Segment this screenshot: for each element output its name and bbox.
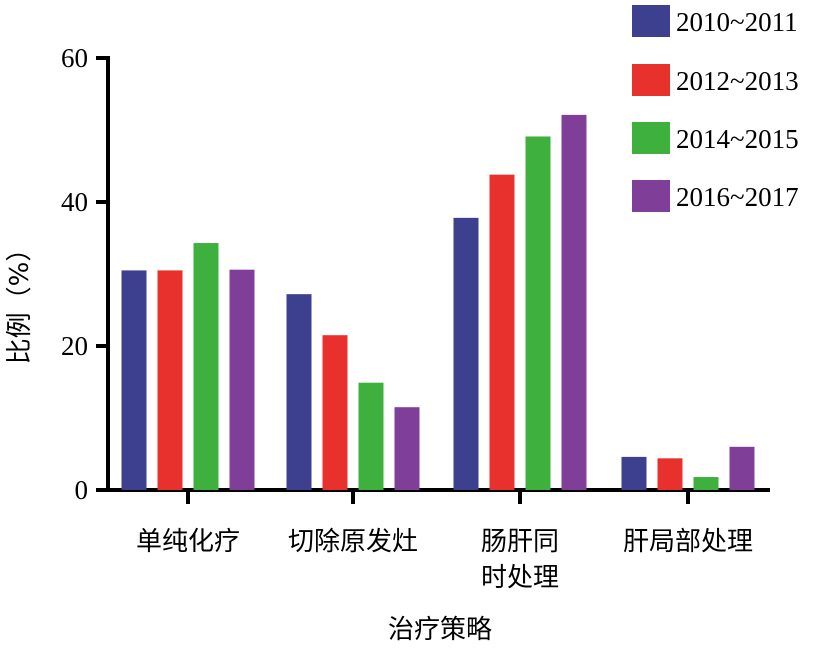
bar (693, 477, 719, 490)
bar (489, 174, 515, 490)
x-tick-label: 肝局部处理 (623, 527, 753, 557)
bar (358, 382, 384, 490)
legend-label: 2016~2017 (676, 182, 799, 212)
legend-swatch (632, 64, 670, 96)
bar (729, 446, 755, 490)
bar (525, 136, 551, 491)
bar (657, 458, 683, 490)
legend: 2010~2011 2012~2013 2014~2015 2016~2017 (632, 5, 799, 212)
legend-swatch (632, 180, 670, 212)
legend-label: 2012~2013 (676, 66, 799, 96)
x-tick-label: 单纯化疗 (136, 527, 240, 557)
bar (193, 243, 219, 490)
y-tick-label: 20 (61, 331, 88, 361)
bars (121, 114, 755, 491)
bar (453, 217, 479, 490)
y-tick-label: 0 (75, 475, 89, 505)
y-tick-label: 60 (61, 43, 88, 73)
x-tick-label: 切除原发灶 (288, 527, 418, 557)
y-axis-title: 比例（%） (5, 236, 35, 365)
bar (121, 270, 147, 490)
x-tick-label: 肠肝同 (481, 527, 559, 557)
bar (621, 456, 647, 490)
legend-label: 2010~2011 (676, 7, 798, 37)
bar (157, 270, 183, 490)
legend-swatch (632, 122, 670, 154)
x-axis-title: 治疗策略 (388, 615, 492, 645)
bar (561, 114, 587, 490)
y-tick-label: 40 (61, 187, 88, 217)
bar (394, 407, 420, 490)
bar (286, 294, 312, 490)
bar (229, 269, 255, 490)
legend-label: 2014~2015 (676, 124, 799, 154)
x-tick-label: 时处理 (481, 563, 559, 593)
bar (322, 335, 348, 490)
legend-swatch (632, 5, 670, 37)
